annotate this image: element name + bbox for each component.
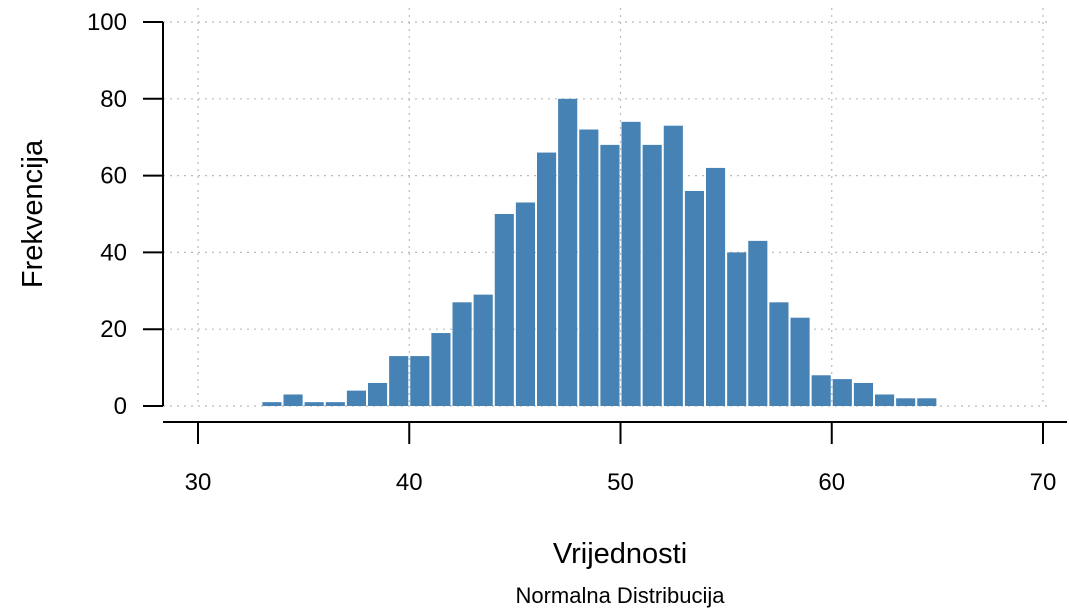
y-tick-label: 0 — [114, 393, 127, 420]
histogram-bar — [706, 167, 726, 406]
chart-caption: Normalna Distribucija — [515, 583, 725, 608]
histogram-bar — [832, 379, 852, 406]
histogram-bar — [642, 144, 662, 406]
histogram-bar — [748, 240, 768, 406]
histogram-bar — [790, 317, 810, 406]
x-tick-label: 50 — [607, 469, 634, 496]
y-tick-label: 100 — [87, 9, 127, 36]
histogram-bar — [368, 382, 388, 406]
histogram-bar — [283, 394, 303, 406]
x-axis: 30 40 50 60 70 — [163, 421, 1067, 496]
histogram-bar — [727, 252, 747, 406]
histogram-bar — [494, 214, 514, 406]
histogram-bar — [684, 190, 704, 406]
x-tick-label: 60 — [818, 469, 845, 496]
y-axis: 0 20 40 60 80 100 — [87, 9, 164, 420]
x-axis-title: Vrijednosti — [553, 538, 687, 570]
y-tick-label: 40 — [100, 239, 127, 266]
histogram-bar — [769, 302, 789, 406]
histogram-bar — [917, 398, 937, 406]
y-axis-title: Frekvencija — [17, 139, 49, 288]
histogram-bar — [389, 356, 409, 406]
histogram-bar — [262, 402, 282, 406]
histogram-bar — [579, 129, 599, 406]
x-tick-label: 30 — [185, 469, 212, 496]
y-tick-label: 80 — [100, 86, 127, 113]
histogram-bar — [896, 398, 916, 406]
histogram-bar — [853, 382, 873, 406]
histogram-bar — [452, 302, 472, 406]
histogram-bar — [515, 202, 535, 406]
histogram-bar — [621, 121, 641, 406]
histogram-bar — [325, 402, 345, 406]
histogram-bar — [431, 333, 451, 406]
histogram-bar — [558, 98, 578, 407]
histogram-bar — [537, 152, 557, 406]
histogram-bar — [473, 294, 493, 406]
histogram-bar — [811, 375, 831, 406]
y-tick-label: 60 — [100, 163, 127, 190]
histogram-bar — [346, 390, 366, 406]
x-tick-label: 70 — [1030, 469, 1057, 496]
histogram-bar — [875, 394, 895, 406]
histogram-bar — [600, 144, 620, 406]
histogram-bars — [262, 98, 937, 407]
x-tick-label: 40 — [396, 469, 423, 496]
y-tick-label: 20 — [100, 316, 127, 343]
histogram-bar — [663, 125, 683, 407]
histogram-bar — [410, 356, 430, 406]
histogram-bar — [304, 402, 324, 406]
